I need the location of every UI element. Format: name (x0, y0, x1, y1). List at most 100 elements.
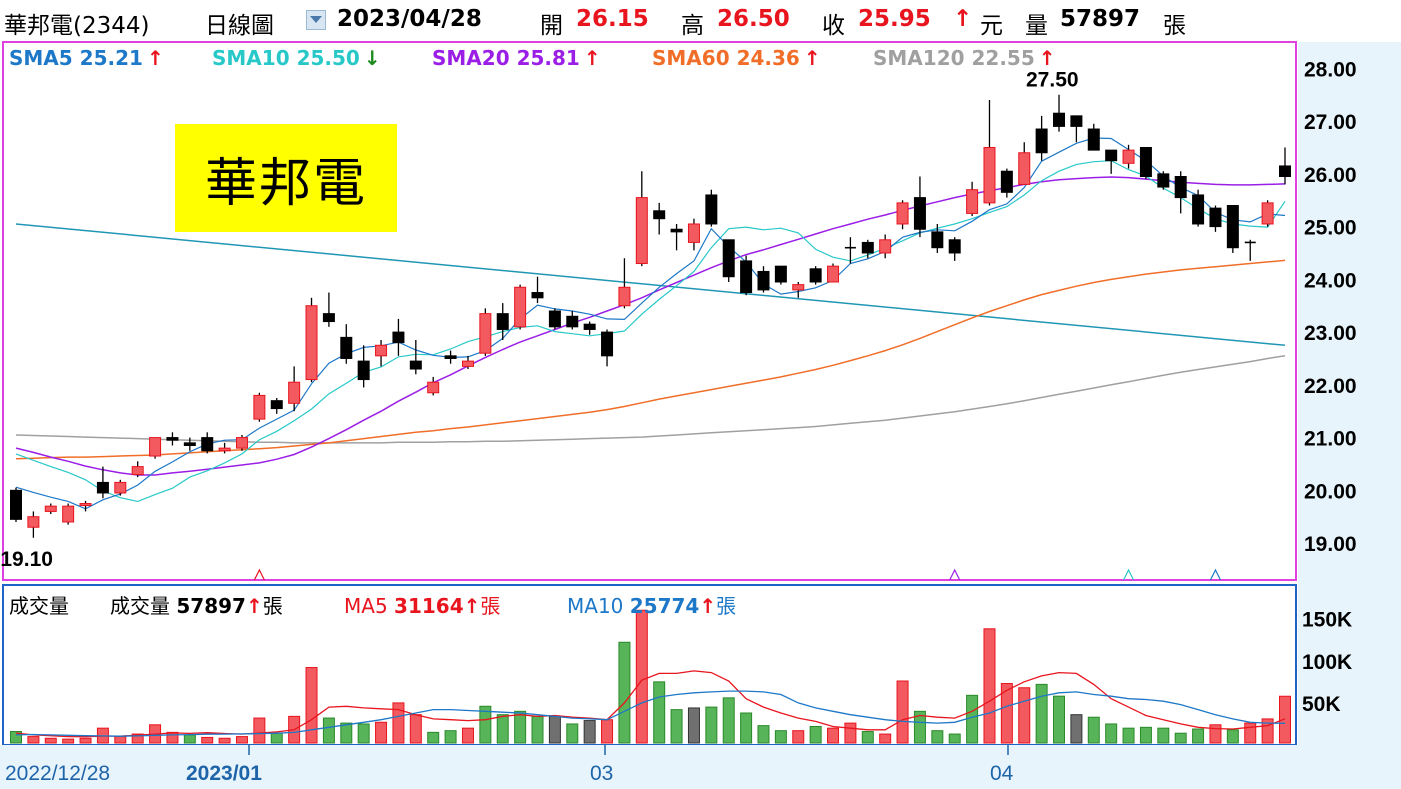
signal-marker (949, 568, 961, 581)
candle-body (444, 355, 457, 359)
candle (861, 239, 874, 259)
price-tick-label: 20.00 (1304, 480, 1357, 503)
volume-tick-label: 50K (1302, 693, 1341, 716)
candle (1261, 200, 1274, 227)
candle (618, 258, 631, 309)
volume-bar (1035, 683, 1048, 744)
candle-body (583, 323, 596, 330)
volume-bar (792, 730, 805, 744)
volume-bar (427, 731, 440, 744)
chevron-down-icon (310, 16, 322, 23)
price-tick-label: 21.00 (1304, 428, 1357, 451)
candle-body (792, 284, 805, 291)
candle-body (1261, 202, 1274, 225)
candle (1122, 144, 1135, 169)
candle (235, 434, 248, 451)
volume-bar (340, 722, 353, 744)
candle-body (305, 305, 318, 381)
candle (10, 487, 22, 522)
candle (27, 511, 40, 538)
candle (1105, 149, 1118, 174)
candle-body (1000, 170, 1013, 193)
quote-date: 2023/04/28 (337, 6, 482, 32)
candle-body (861, 241, 874, 254)
candle-body (722, 239, 735, 278)
period-label: 日線圖 (205, 13, 274, 39)
volma-line (15, 690, 1286, 737)
up-arrow-icon: ↑ (146, 46, 164, 70)
volume-bar (827, 727, 840, 744)
candle (375, 340, 388, 367)
volume-bar (461, 727, 474, 744)
down-arrow-icon: ↓ (363, 46, 381, 70)
price-tick-label: 19.00 (1304, 533, 1357, 556)
volume-bar (444, 730, 457, 744)
candle-body (653, 210, 666, 220)
high-price-annotation: 27.50 (1026, 69, 1079, 92)
volume-bar (79, 737, 92, 744)
volume-bar (948, 733, 961, 744)
candle-body (809, 268, 822, 283)
close-label: 收 (822, 13, 845, 39)
quote-header: 華邦電(2344) 日線圖 2023/04/28 開 26.15 高 26.50… (0, 0, 1401, 40)
period-dropdown-button[interactable] (306, 10, 326, 30)
up-arrow-icon: ↑ (245, 594, 263, 618)
candle (653, 202, 666, 235)
candle (270, 398, 283, 414)
stock-name: 華邦電(2344) (4, 13, 150, 39)
candle (444, 350, 457, 364)
close-up-arrow-icon: ↑ (953, 6, 973, 32)
up-arrow-icon: ↑ (803, 46, 821, 70)
candle-body (618, 286, 631, 307)
candle-body (79, 503, 92, 507)
open-value: 26.15 (576, 6, 649, 32)
date-tick-label: 2022/12/28 (5, 762, 110, 785)
sma5-line (15, 137, 1286, 510)
volume-bar (1122, 727, 1135, 744)
price-tick-label: 27.00 (1304, 111, 1357, 134)
candle-body (827, 265, 840, 283)
candle (774, 265, 787, 285)
volume-bar (44, 737, 57, 744)
candle (531, 276, 544, 304)
candle (740, 255, 753, 296)
candle-body (10, 489, 22, 520)
candle-body (1053, 112, 1066, 127)
candle-body (879, 239, 892, 254)
candle (114, 479, 127, 496)
volume-bar (496, 714, 509, 744)
legend-sma60: SMA60 24.36 ↑ (652, 46, 821, 70)
signal-marker (253, 568, 265, 581)
legend-sma20: SMA20 25.81 ↑ (432, 46, 601, 70)
candle (1053, 94, 1066, 132)
candle-body (201, 437, 214, 452)
candle (757, 266, 770, 293)
candle (948, 237, 961, 261)
volume-bar (10, 731, 22, 744)
candle (218, 442, 231, 454)
volume-bar (1244, 722, 1257, 744)
up-arrow-icon: ↑ (583, 46, 601, 70)
volume-bar (479, 705, 492, 744)
candle (183, 437, 196, 451)
candle (201, 432, 214, 454)
candle-body (1105, 149, 1118, 162)
candle-body (340, 336, 353, 359)
candle-body (288, 381, 301, 404)
candle (253, 392, 266, 422)
volume-legend-ma5: MA5 31164↑張 (344, 594, 501, 618)
candle (1087, 123, 1100, 151)
volume-value: 57897 (1060, 6, 1141, 32)
volume-bar (705, 706, 718, 744)
candle (827, 263, 840, 283)
sma20-line (15, 176, 1286, 476)
candle (635, 171, 648, 267)
stock-name-stamp: 華邦電 (175, 124, 397, 232)
close-value: 25.95 (858, 6, 931, 32)
volume-bar (809, 725, 822, 744)
price-axis-bg (1298, 42, 1401, 789)
volume-bar (1157, 727, 1170, 744)
price-tick-label: 26.00 (1304, 164, 1357, 187)
volume-bar (218, 737, 231, 744)
volume-bar (844, 722, 857, 744)
